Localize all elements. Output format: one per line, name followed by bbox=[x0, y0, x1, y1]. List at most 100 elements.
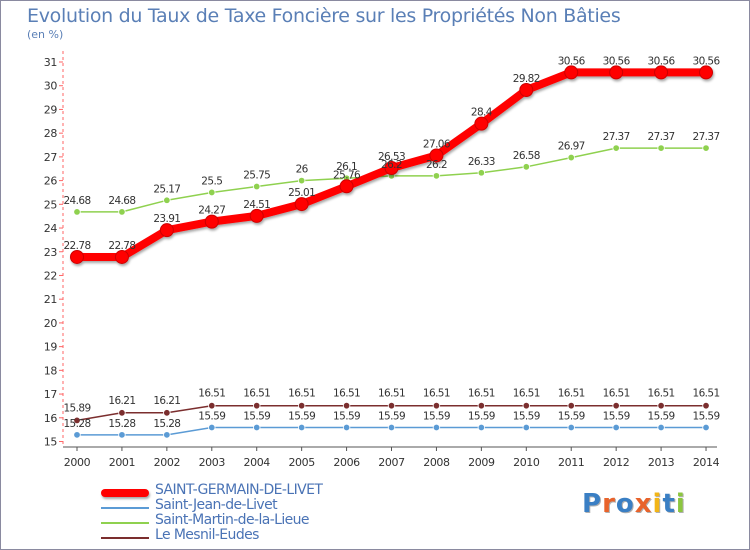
data-point bbox=[208, 188, 216, 197]
data-label: 27.37 bbox=[603, 131, 630, 143]
legend-swatch bbox=[101, 522, 149, 524]
data-label: 15.59 bbox=[603, 411, 630, 423]
data-label: 27.37 bbox=[648, 131, 675, 143]
data-point bbox=[339, 179, 354, 194]
data-point bbox=[702, 423, 710, 432]
x-tick-label: 2005 bbox=[288, 456, 315, 469]
legend-swatch bbox=[101, 489, 149, 497]
data-label: 15.59 bbox=[333, 411, 360, 423]
data-point bbox=[297, 401, 306, 410]
legend-swatch bbox=[101, 507, 149, 509]
x-tick-label: 2013 bbox=[648, 456, 675, 469]
data-point bbox=[612, 144, 620, 152]
data-point bbox=[429, 148, 444, 163]
data-label: 27.37 bbox=[692, 131, 719, 143]
data-label: 26.33 bbox=[468, 156, 495, 168]
data-label: 30.56 bbox=[648, 55, 676, 67]
data-point bbox=[118, 208, 126, 216]
y-tick-label: 30 bbox=[44, 80, 58, 93]
x-tick-label: 2003 bbox=[199, 456, 226, 469]
data-point bbox=[73, 431, 81, 439]
data-point bbox=[519, 82, 534, 97]
series-1 bbox=[73, 423, 710, 439]
data-label: 15.59 bbox=[468, 411, 495, 423]
data-point bbox=[159, 223, 174, 238]
data-point bbox=[564, 65, 579, 80]
data-point bbox=[253, 182, 261, 191]
legend-swatch bbox=[101, 537, 149, 539]
data-point bbox=[73, 416, 81, 425]
data-label: 15.59 bbox=[648, 411, 675, 423]
data-point bbox=[657, 423, 665, 432]
data-point bbox=[208, 423, 216, 432]
legend-label: SAINT-GERMAIN-DE-LIVET bbox=[155, 482, 323, 498]
data-label: 16.51 bbox=[648, 388, 675, 400]
x-tick-label: 2002 bbox=[154, 456, 180, 469]
logo-letter: i bbox=[675, 489, 686, 519]
data-point bbox=[163, 196, 171, 204]
y-tick-label: 16 bbox=[44, 412, 58, 425]
data-point bbox=[297, 176, 306, 185]
legend-label: Saint-Martin-de-la-Lieue bbox=[155, 512, 310, 528]
data-label: 16.51 bbox=[558, 388, 585, 400]
y-tick-label: 26 bbox=[44, 175, 58, 188]
data-label: 24.68 bbox=[63, 195, 90, 207]
x-tick-label: 2011 bbox=[558, 456, 584, 469]
data-point bbox=[432, 401, 441, 410]
data-label: 23.91 bbox=[153, 213, 180, 225]
y-tick-label: 23 bbox=[44, 246, 58, 259]
data-label: 26.58 bbox=[513, 150, 540, 162]
data-label: 15.59 bbox=[288, 411, 315, 423]
data-point bbox=[70, 249, 84, 264]
data-label: 30.56 bbox=[603, 55, 631, 67]
x-tick-label: 2010 bbox=[513, 456, 540, 469]
data-point bbox=[477, 169, 486, 177]
data-label: 24.27 bbox=[198, 205, 225, 217]
data-point bbox=[522, 401, 530, 410]
data-label: 16.51 bbox=[468, 388, 495, 400]
data-label: 25.01 bbox=[288, 187, 315, 199]
data-label: 28.4 bbox=[471, 107, 493, 119]
data-label: 16.51 bbox=[378, 388, 405, 400]
data-label: 15.28 bbox=[63, 418, 90, 430]
series-layer bbox=[70, 65, 714, 439]
data-label: 24.51 bbox=[243, 199, 270, 211]
data-label: 25.75 bbox=[243, 170, 270, 182]
data-label: 22.78 bbox=[108, 240, 135, 252]
y-tick-label: 31 bbox=[44, 56, 57, 69]
y-tick-label: 24 bbox=[44, 222, 58, 235]
data-label: 15.59 bbox=[423, 411, 450, 423]
data-label: 16.51 bbox=[513, 388, 540, 400]
data-point bbox=[699, 65, 714, 80]
y-tick-label: 28 bbox=[44, 127, 58, 140]
data-label: 26.2 bbox=[426, 159, 447, 171]
data-point bbox=[654, 65, 669, 80]
y-tick-label: 18 bbox=[44, 364, 58, 377]
x-tick-label: 2007 bbox=[378, 456, 405, 469]
data-point bbox=[387, 423, 396, 432]
data-point bbox=[249, 208, 264, 223]
data-label: 26.53 bbox=[378, 151, 405, 163]
data-label: 25.5 bbox=[201, 175, 222, 187]
data-point bbox=[118, 431, 126, 439]
data-point bbox=[567, 423, 575, 432]
series-3 bbox=[73, 401, 710, 425]
data-point bbox=[522, 423, 530, 432]
data-label: 22.78 bbox=[63, 240, 90, 252]
data-label: 30.56 bbox=[558, 55, 586, 67]
y-tick-label: 29 bbox=[44, 103, 58, 116]
data-point bbox=[702, 401, 710, 410]
data-label: 15.59 bbox=[243, 411, 270, 423]
series-2 bbox=[73, 144, 710, 216]
data-label: 16.51 bbox=[423, 388, 450, 400]
data-point bbox=[657, 144, 665, 152]
data-point bbox=[477, 401, 486, 410]
data-point bbox=[612, 401, 620, 410]
data-label: 15.28 bbox=[108, 418, 135, 430]
y-tick-label: 15 bbox=[44, 436, 58, 449]
y-tick-label: 27 bbox=[44, 151, 58, 164]
logo-letter: t bbox=[662, 489, 676, 519]
data-point bbox=[208, 401, 216, 410]
